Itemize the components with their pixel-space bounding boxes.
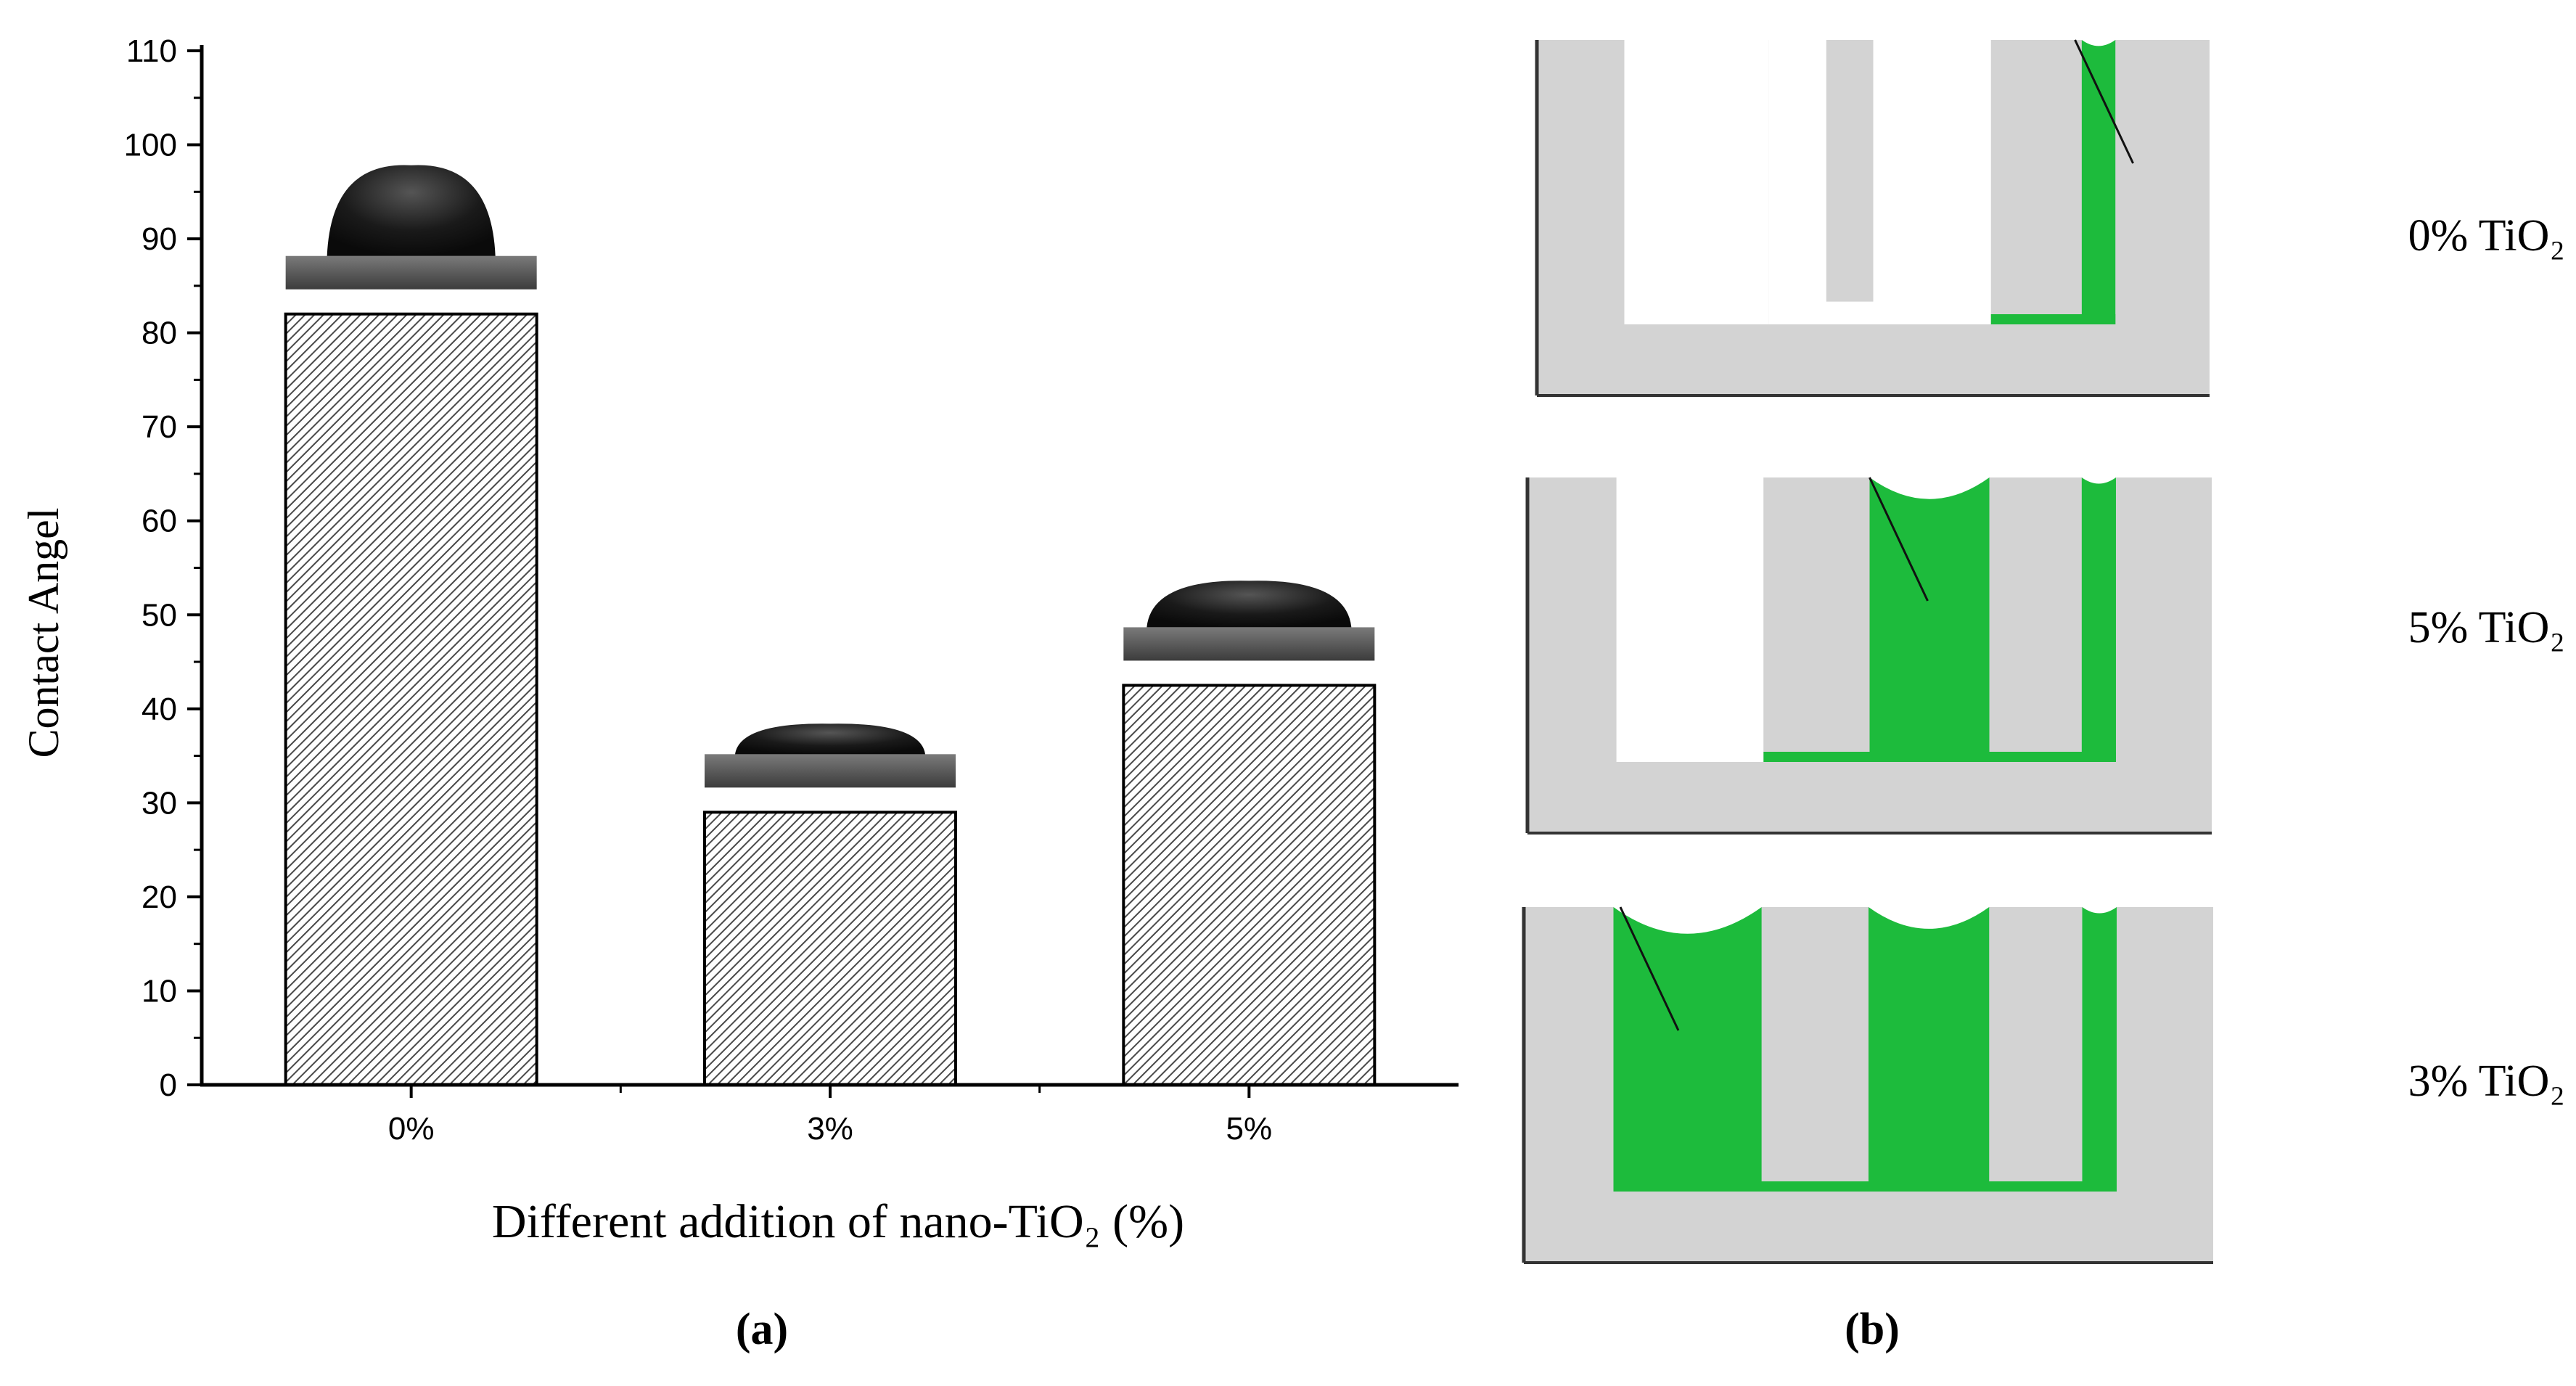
y-axis-label: Contact Angel <box>20 508 67 758</box>
meniscus <box>2082 907 2117 914</box>
bar <box>284 312 538 1086</box>
droplet-inset <box>1123 581 1375 661</box>
contact-angle-bar-chart: 0 10 20 30 40 50 60 70 80 90 100 110 0% 3% 5% Contact… <box>20 33 1459 1354</box>
liquid-filled-groove <box>1869 907 1990 1192</box>
y-tick-label: 30 <box>141 785 177 821</box>
y-axis-ticks: 0 10 20 30 40 50 60 70 80 90 100 110 <box>124 33 202 1103</box>
substrate-plate <box>705 754 956 788</box>
droplet-inset <box>285 165 537 290</box>
y-tick-label: 10 <box>141 973 177 1009</box>
inter-groove-gap <box>1763 477 1870 762</box>
y-tick-label: 70 <box>141 409 177 445</box>
schematic-panel <box>1522 906 2213 1264</box>
meniscus <box>2081 477 2116 484</box>
pillar <box>1826 40 1874 302</box>
schematic-panel <box>1535 39 2210 397</box>
bar <box>1122 684 1377 1086</box>
contact-angle-line <box>1869 477 1929 602</box>
schematic-label: 0% TiO₂ <box>2408 211 2565 261</box>
contact-angle-line <box>2074 39 2134 164</box>
panel-b-label: (b) <box>1845 1305 1900 1354</box>
liquid-floor <box>1763 752 2116 762</box>
contact-angle-line <box>1619 906 1680 1031</box>
schematic-label: 5% TiO₂ <box>2408 603 2565 652</box>
liquid-floor <box>1613 1181 2117 1192</box>
liquid-filled-groove <box>2081 40 2116 324</box>
water-droplet <box>1147 581 1352 628</box>
panel-a-label: (a) <box>736 1305 788 1354</box>
meniscus <box>2081 40 2116 46</box>
y-tick-label: 110 <box>126 33 177 69</box>
empty-groove <box>1624 40 1769 324</box>
y-tick-label: 60 <box>141 504 177 539</box>
y-tick-label: 80 <box>141 316 177 351</box>
substrate-plate <box>1123 627 1375 661</box>
meniscus <box>1613 907 1762 934</box>
wetting-schematic: 0% TiO₂ 5% TiO₂ 3% TiO₂ <box>1522 39 2565 1264</box>
liquid-filled-groove <box>1613 907 1762 1192</box>
bar <box>703 811 957 1087</box>
x-tick-label: 5% <box>1226 1111 1273 1147</box>
liquid-filled-groove <box>2082 907 2117 1192</box>
y-tick-label: 100 <box>124 128 177 163</box>
y-tick-label: 0 <box>160 1067 177 1103</box>
y-tick-label: 90 <box>141 221 177 257</box>
schematic-label: 3% TiO₂ <box>2408 1057 2565 1106</box>
x-tick-label: 3% <box>807 1111 853 1147</box>
water-droplet <box>735 723 925 755</box>
inter-groove-gap <box>1761 907 1869 1192</box>
meniscus <box>1869 477 1990 499</box>
liquid-floor <box>1990 314 2116 324</box>
water-droplet <box>327 165 496 256</box>
x-axis-ticks: 0% 3% 5% <box>388 1085 1272 1147</box>
y-tick-label: 20 <box>141 879 177 915</box>
y-tick-label: 40 <box>141 692 177 727</box>
x-tick-label: 0% <box>388 1111 435 1147</box>
empty-groove <box>1616 477 1764 762</box>
substrate-plate <box>285 255 537 290</box>
meniscus <box>1869 907 1990 929</box>
empty-groove <box>1873 40 1991 324</box>
y-tick-label: 50 <box>141 597 177 633</box>
liquid-filled-groove <box>1869 477 1990 762</box>
x-axis-label: Different addition of nano-TiO₂ (%) <box>492 1195 1184 1248</box>
schematic-panel <box>1525 477 2212 835</box>
droplet-inset <box>705 723 956 788</box>
liquid-filled-groove <box>2081 477 2116 762</box>
bars <box>284 165 1377 1087</box>
